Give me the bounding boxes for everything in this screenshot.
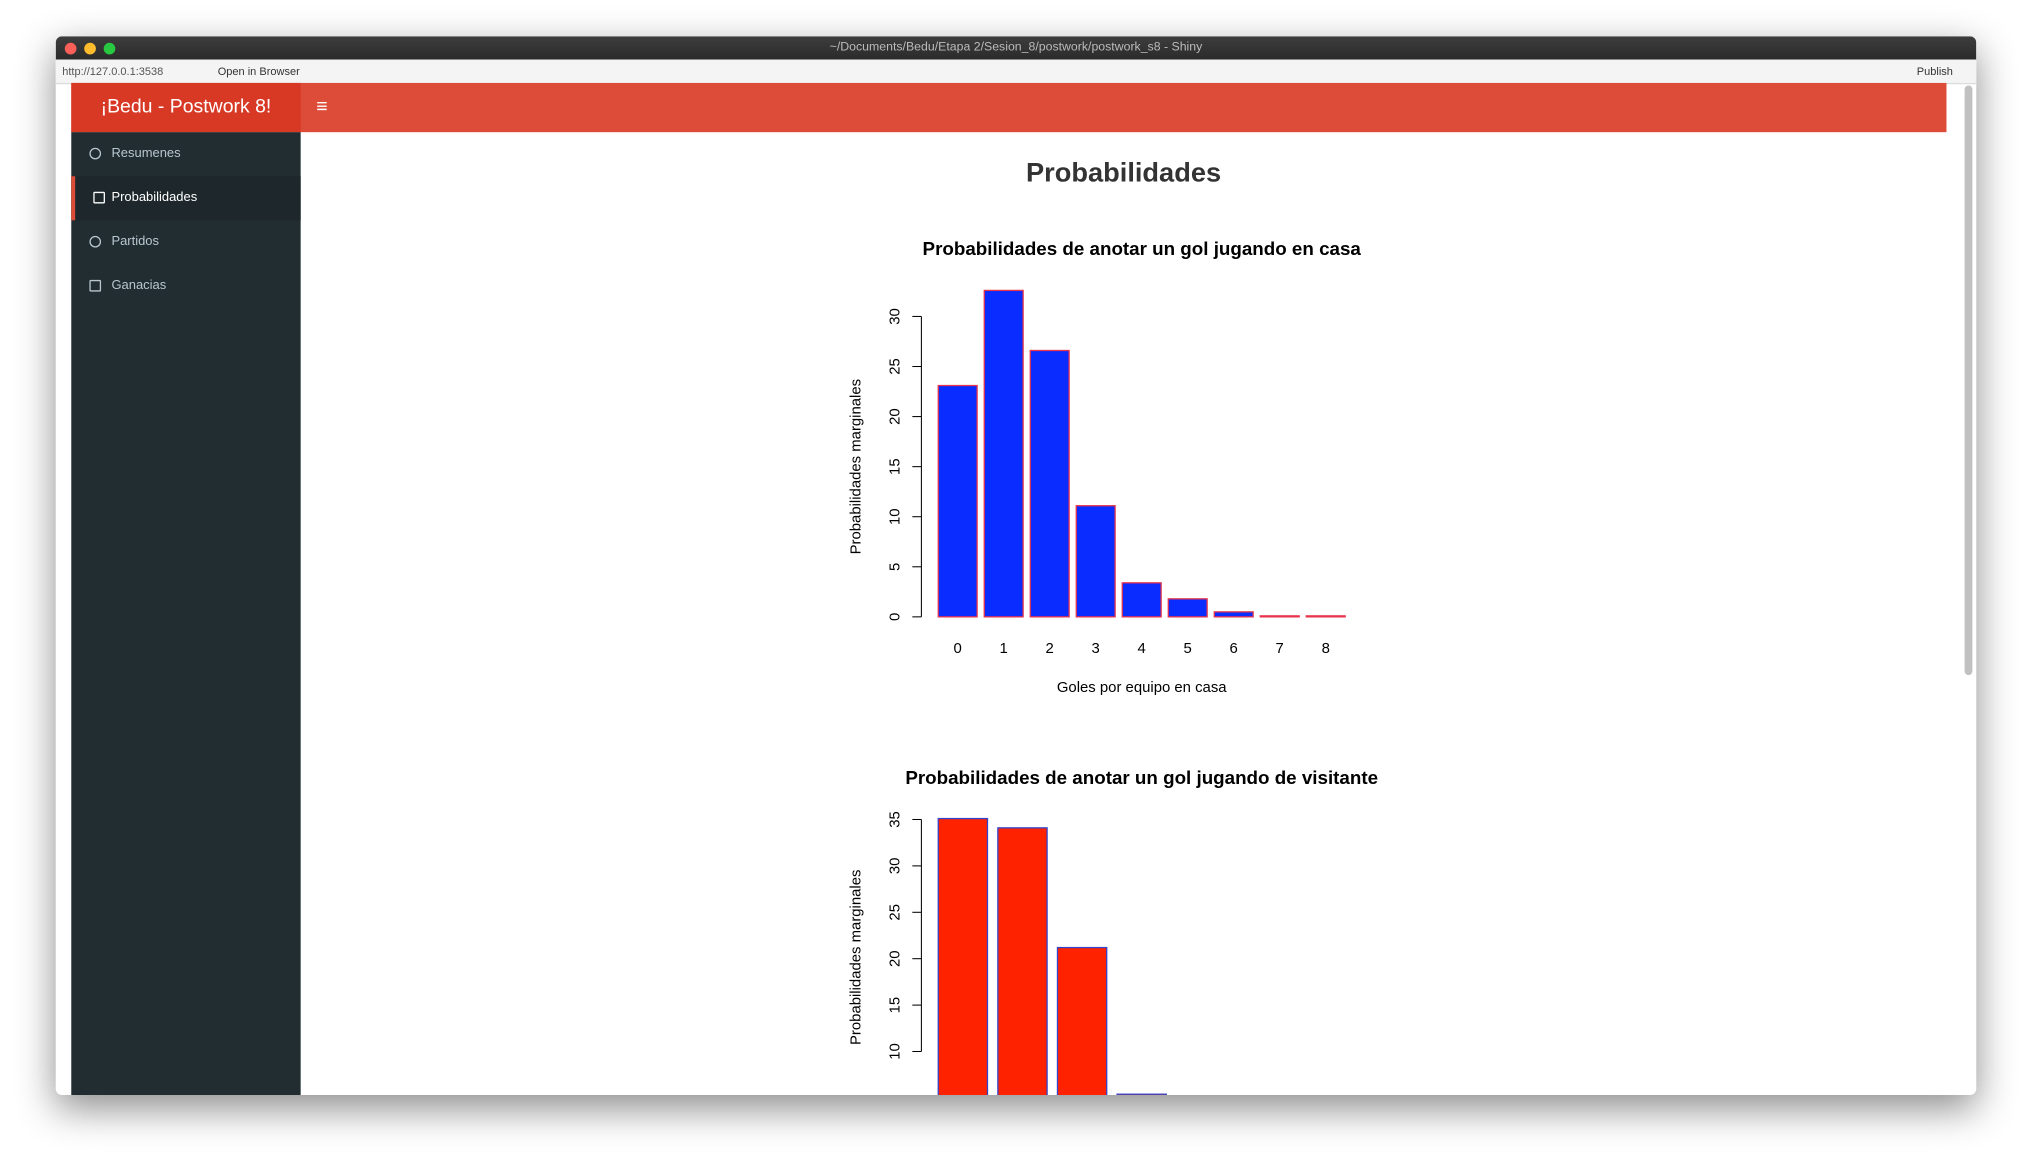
sidebar-label: Probabilidades <box>111 190 198 205</box>
url: http://127.0.0.1:3538 <box>62 64 164 78</box>
x-tick-label: 3 <box>1092 641 1100 657</box>
x-tick-label: 2 <box>1046 641 1054 657</box>
content: Probabilidades Probabilidades de anotar … <box>301 132 1947 1096</box>
bar <box>983 289 1024 618</box>
bar <box>1029 349 1070 618</box>
y-tick-label: 30 <box>887 308 903 325</box>
scrollbar[interactable] <box>1964 85 1973 676</box>
publish-button[interactable]: Publish <box>1916 64 1953 78</box>
open-in-browser[interactable]: Open in Browser <box>217 64 300 78</box>
sidebar-item[interactable]: Probabilidades <box>71 176 301 221</box>
minimize-button[interactable] <box>84 42 96 55</box>
y-tick-label: 20 <box>887 950 903 967</box>
sidebar-item[interactable]: Ganacias <box>71 264 300 308</box>
header: ¡Bedu - Postwork 8! ≡ <box>71 82 1947 133</box>
y-tick-label: 20 <box>887 408 903 425</box>
bar <box>937 384 978 618</box>
x-tick-label: 4 <box>1138 641 1146 657</box>
page-heading: Probabilidades <box>1026 158 1222 188</box>
x-tick-label: 5 <box>1184 641 1192 657</box>
bar <box>1121 582 1162 618</box>
y-tick-label: 10 <box>887 1043 903 1060</box>
icon <box>89 279 102 292</box>
sidebar-label: Resumenes <box>111 146 181 161</box>
y-tick-label: 10 <box>887 508 903 525</box>
x-tick-label: 6 <box>1230 641 1238 657</box>
window-title: ~/Documents/Bedu/Etapa 2/Sesion_8/postwo… <box>829 40 1203 55</box>
bar <box>1259 615 1300 618</box>
x-tick-label: 8 <box>1322 641 1330 657</box>
y-axis-label: Probabilidades marginales <box>848 870 864 1045</box>
y-tick-label: 0 <box>887 613 903 621</box>
x-tick-label: 1 <box>1000 641 1008 657</box>
bar <box>1056 946 1108 1096</box>
y-tick-label: 35 <box>887 811 903 828</box>
sidebar-item[interactable]: Partidos <box>71 220 300 264</box>
close-button[interactable] <box>64 42 77 55</box>
bar <box>1075 505 1116 618</box>
y-tick-label: 25 <box>887 358 903 375</box>
sidebar-label: Ganacias <box>111 278 167 293</box>
bar <box>997 827 1048 1096</box>
y-tick-label: 25 <box>887 904 903 921</box>
title-bar: ~/Documents/Bedu/Etapa 2/Sesion_8/postwo… <box>55 36 1977 60</box>
x-tick-label: 0 <box>954 641 962 657</box>
sidebar: Resumenes Probabilidades Partidos Ganacias <box>71 132 301 1096</box>
chart-title: Probabilidades de anotar un gol jugando … <box>923 238 1362 259</box>
bar <box>1167 598 1208 618</box>
x-tick-label: 7 <box>1276 641 1284 657</box>
sidebar-item[interactable]: Resumenes <box>71 132 300 176</box>
sidebar-toggle[interactable]: ≡ <box>316 95 328 118</box>
y-tick-label: 30 <box>887 858 903 875</box>
sidebar-label: Partidos <box>111 234 159 249</box>
y-tick-label: 15 <box>887 997 903 1014</box>
y-tick-label: 5 <box>887 563 903 571</box>
x-axis-label: Goles por equipo en casa <box>1057 680 1227 696</box>
icon <box>89 235 102 248</box>
y-tick-label: 15 <box>887 458 903 475</box>
app-window: ~/Documents/Bedu/Etapa 2/Sesion_8/postwo… <box>55 36 1977 1096</box>
zoom-button[interactable] <box>103 42 116 55</box>
charts: Probabilidades de anotar un gol jugando … <box>848 238 1378 1096</box>
bar <box>1213 611 1254 618</box>
brand: ¡Bedu - Postwork 8! <box>71 82 301 133</box>
icon <box>93 191 105 204</box>
toolbar: http://127.0.0.1:3538 Open in Browser Pu… <box>55 59 1977 85</box>
bar <box>937 817 989 1096</box>
y-axis-label: Probabilidades marginales <box>848 379 864 554</box>
chart-title: Probabilidades de anotar un gol jugando … <box>905 767 1378 788</box>
bar <box>1116 1093 1167 1096</box>
bar <box>1305 615 1346 618</box>
icon <box>89 147 102 160</box>
